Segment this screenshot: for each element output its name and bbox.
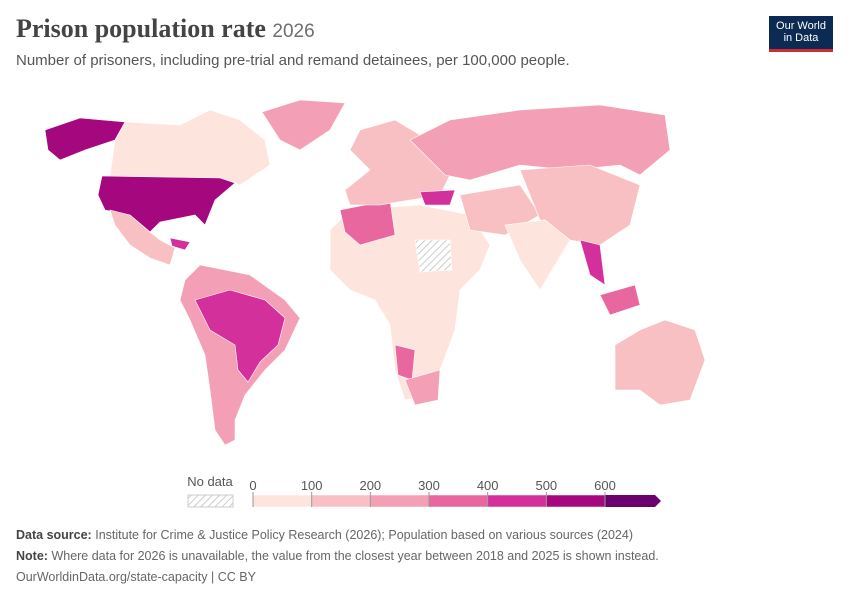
legend-bin	[311, 494, 371, 508]
legend-bin	[605, 495, 661, 507]
legend-tick-label: 0	[249, 478, 256, 493]
url[interactable]: OurWorldinData.org/state-capacity | CC B…	[16, 570, 256, 584]
country[interactable]	[394, 344, 416, 381]
logo-line: Our World	[776, 20, 826, 32]
legend-bin	[546, 494, 606, 508]
legend-tick-label: 500	[535, 478, 557, 493]
source: Data source: Institute for Crime & Justi…	[16, 528, 633, 542]
subtitle: Number of prisoners, including pre-trial…	[16, 52, 570, 69]
title-text: Prison population rate	[16, 14, 266, 43]
source-label: Data source:	[16, 528, 92, 542]
legend-tick-label: 400	[477, 478, 499, 493]
countries	[44, 99, 706, 446]
country[interactable]	[414, 239, 453, 273]
title-year: 2026	[272, 21, 315, 42]
country[interactable]	[409, 104, 671, 181]
country[interactable]	[109, 109, 271, 186]
legend-bin	[370, 494, 430, 508]
country[interactable]	[169, 237, 191, 251]
country[interactable]	[194, 289, 286, 383]
no-data-label: No data	[187, 474, 233, 489]
legend-tick-label: 200	[359, 478, 381, 493]
country[interactable]	[579, 239, 606, 286]
country[interactable]	[504, 219, 571, 291]
legend-tick-label: 100	[301, 478, 323, 493]
logo[interactable]: Our World in Data	[769, 16, 833, 52]
legend-bin	[428, 494, 488, 508]
legend-bin	[487, 494, 547, 508]
legend: No data 0 100 200 300 400 500 600	[187, 474, 661, 508]
country[interactable]	[419, 189, 456, 206]
title: Prison population rate 2026	[16, 14, 315, 44]
country[interactable]	[261, 99, 346, 151]
note: Note: Where data for 2026 is unavailable…	[16, 549, 659, 563]
country[interactable]	[97, 175, 236, 233]
note-label: Note:	[16, 549, 48, 563]
country[interactable]	[404, 369, 441, 406]
logo-line: in Data	[783, 32, 819, 44]
country[interactable]	[599, 284, 641, 316]
no-data-swatch	[187, 494, 234, 508]
country[interactable]	[109, 209, 176, 266]
legend-tick-label: 300	[418, 478, 440, 493]
legend-bin	[252, 494, 312, 508]
source-text: Institute for Crime & Justice Policy Res…	[95, 528, 633, 542]
note-text: Where data for 2026 is unavailable, the …	[51, 549, 659, 563]
country[interactable]	[44, 117, 126, 161]
legend-tick-label: 600	[594, 478, 616, 493]
country[interactable]	[614, 319, 706, 406]
